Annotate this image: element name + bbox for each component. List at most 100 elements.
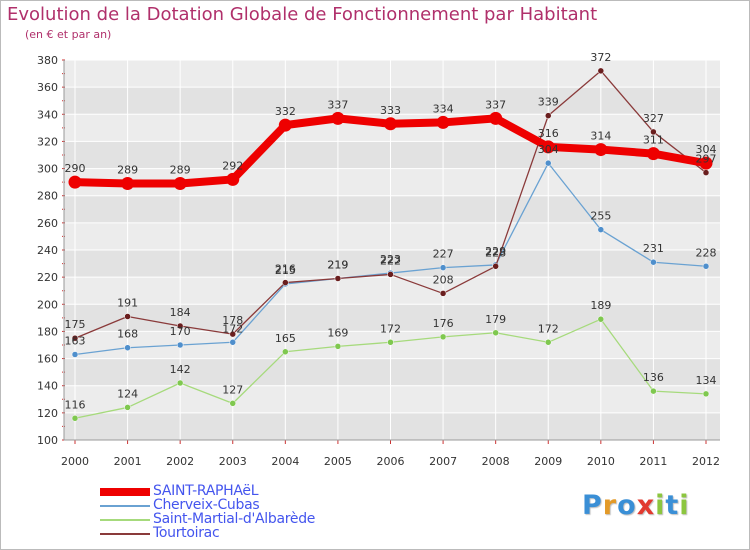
y-tick-label: 320 (37, 135, 58, 148)
data-label: 304 (538, 143, 559, 156)
legend-swatch (100, 505, 150, 507)
x-tick-label: 2008 (482, 455, 510, 468)
data-label: 136 (643, 371, 664, 384)
x-tick-label: 2011 (639, 455, 667, 468)
data-label: 165 (275, 332, 296, 345)
data-point (334, 275, 342, 282)
data-label: 223 (380, 253, 401, 266)
y-tick-label: 300 (37, 163, 58, 176)
data-point (702, 390, 710, 398)
y-tick-label: 260 (37, 217, 58, 230)
data-label: 116 (65, 398, 86, 411)
data-point (384, 117, 397, 131)
data-label: 228 (696, 246, 717, 259)
data-label: 219 (327, 259, 348, 272)
logo-letter: x (636, 490, 656, 521)
y-tick-label: 180 (37, 325, 58, 338)
data-point (71, 415, 79, 422)
data-point (545, 112, 552, 119)
data-point (229, 400, 236, 407)
y-tick-label: 240 (37, 244, 58, 257)
data-point (176, 379, 184, 387)
data-label: 179 (485, 313, 506, 326)
data-label: 289 (117, 164, 138, 177)
data-label: 304 (696, 143, 717, 156)
data-point (124, 313, 131, 320)
data-label: 297 (696, 153, 717, 166)
data-label: 314 (590, 130, 611, 143)
logo-letter: i (679, 490, 690, 521)
data-point (594, 143, 608, 157)
data-label: 172 (538, 322, 559, 335)
data-label: 292 (222, 159, 243, 172)
data-point (702, 169, 710, 176)
data-point (176, 341, 184, 349)
data-label: 184 (170, 306, 191, 319)
data-point (278, 118, 292, 132)
data-label: 372 (590, 51, 611, 64)
y-tick-label: 200 (37, 298, 58, 311)
data-point (439, 290, 447, 297)
grid-band (64, 195, 720, 223)
x-tick-label: 2001 (114, 455, 142, 468)
data-point (541, 140, 555, 154)
data-label: 231 (643, 242, 664, 255)
y-tick-label: 340 (37, 108, 58, 121)
x-tick-label: 2002 (166, 455, 194, 468)
data-label: 124 (117, 387, 138, 400)
data-label: 191 (117, 297, 138, 310)
data-label: 339 (538, 96, 559, 109)
data-point (489, 111, 503, 125)
y-tick-label: 140 (37, 380, 58, 393)
legend-swatch (100, 519, 150, 521)
x-tick-label: 2006 (377, 455, 405, 468)
x-tick-label: 2007 (429, 455, 457, 468)
x-tick-label: 2003 (219, 455, 247, 468)
data-label: 175 (65, 318, 86, 331)
legend-label: Cherveix-Cubas (153, 497, 260, 513)
y-tick-label: 100 (37, 434, 58, 447)
data-label: 327 (643, 112, 664, 125)
data-label: 127 (222, 383, 243, 396)
data-label: 334 (433, 102, 454, 115)
data-point (331, 111, 345, 125)
data-point (436, 115, 450, 129)
logo-letter: P (582, 490, 603, 521)
y-tick-label: 120 (37, 407, 58, 420)
data-point (387, 339, 394, 346)
data-label: 311 (643, 134, 664, 147)
data-label: 219 (327, 259, 348, 272)
data-label: 172 (380, 322, 401, 335)
data-point (650, 387, 657, 395)
data-label: 337 (327, 98, 348, 111)
data-point (597, 67, 605, 75)
legend-swatch (100, 533, 150, 535)
data-label: 169 (327, 326, 348, 339)
data-label: 333 (380, 104, 401, 117)
data-label: 216 (275, 263, 296, 276)
x-tick-label: 2000 (61, 455, 89, 468)
data-point (124, 344, 131, 351)
legend-item: Cherveix-Cubas (100, 497, 360, 514)
data-label: 337 (485, 98, 506, 111)
data-point (545, 339, 552, 346)
data-point (121, 177, 135, 190)
x-tick-label: 2010 (587, 455, 615, 468)
data-label: 178 (222, 314, 243, 327)
data-point (439, 333, 447, 341)
grid-band (64, 358, 720, 386)
data-point (597, 226, 605, 233)
y-tick-label: 380 (37, 54, 58, 67)
data-point (124, 404, 131, 411)
data-label: 289 (170, 164, 191, 177)
grid-band (64, 87, 720, 115)
data-point (492, 329, 499, 337)
logo-letter: o (617, 490, 637, 521)
x-tick-label: 2005 (324, 455, 352, 468)
y-tick-label: 160 (37, 353, 58, 366)
data-point (229, 339, 236, 346)
data-point (646, 147, 660, 161)
proxiti-logo: Proxiti (582, 490, 690, 521)
legend-label: SAINT-RAPHAëL (153, 483, 259, 499)
chart-title: Evolution de la Dotation Globale de Fonc… (7, 4, 598, 25)
